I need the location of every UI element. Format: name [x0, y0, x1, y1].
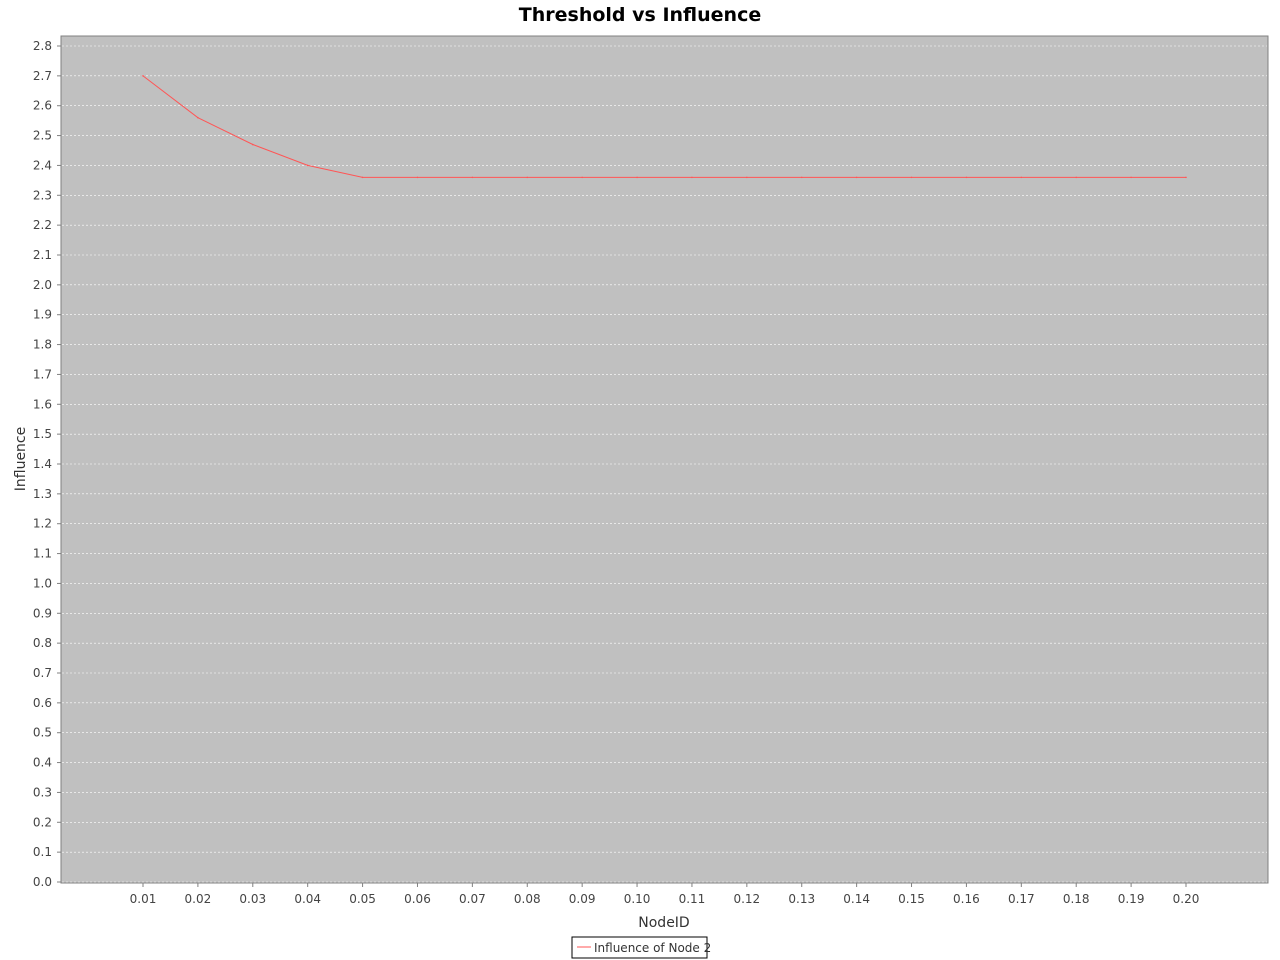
data-point [691, 176, 693, 179]
y-axis-label: Influence [13, 427, 29, 492]
data-point [197, 116, 199, 119]
data-point [1130, 176, 1132, 179]
data-point [1020, 176, 1023, 179]
chart-title: Threshold vs Influence [519, 4, 761, 26]
x-tick-label: 0.09 [569, 892, 596, 906]
plot-area [60, 35, 1269, 884]
x-tick-label: 0.04 [294, 892, 321, 906]
x-tick-label: 0.02 [185, 892, 212, 906]
y-tick-label: 2.2 [33, 218, 52, 232]
y-tick-label: 0.0 [33, 875, 52, 889]
series-line [142, 75, 1186, 178]
y-tick-label: 1.8 [33, 338, 52, 352]
data-point [855, 176, 858, 179]
y-tick-label: 0.3 [33, 785, 52, 799]
data-point [142, 75, 144, 77]
x-tick-label: 0.08 [514, 892, 541, 906]
y-tick-label: 1.0 [33, 576, 52, 590]
data-point [306, 164, 309, 167]
y-tick-label: 1.5 [33, 427, 52, 441]
x-tick-label: 0.10 [624, 892, 651, 906]
data-point [526, 176, 529, 179]
x-tick-label: 0.11 [679, 892, 706, 906]
x-tick-label: 0.13 [788, 892, 815, 906]
data-point [636, 176, 638, 179]
y-tick-label: 1.4 [33, 457, 52, 471]
y-tick-label: 0.2 [33, 815, 52, 829]
data-point [1075, 176, 1078, 179]
y-tick-label: 2.0 [33, 278, 52, 292]
x-tick-label: 0.16 [953, 892, 980, 906]
y-tick-label: 0.4 [33, 756, 52, 770]
y-tick-label: 0.1 [33, 845, 52, 859]
data-point [965, 176, 968, 179]
legend: Influence of Node 2 [571, 936, 711, 959]
x-tick-label: 0.06 [404, 892, 431, 906]
x-tick-label: 0.15 [898, 892, 925, 906]
x-axis: 0.01 0.02 0.03 0.04 0.05 0.06 0.07 0.08 0.09 0.10… [130, 883, 1200, 906]
y-tick-label: 1.6 [33, 397, 52, 411]
data-point [471, 176, 474, 179]
data-point [581, 176, 583, 179]
data-point [416, 176, 419, 179]
data-point [361, 176, 364, 179]
data-point [251, 143, 254, 146]
x-axis-label: NodeID [638, 915, 689, 931]
data-point [910, 176, 913, 179]
y-tick-label: 1.1 [33, 547, 52, 561]
y-tick-label: 2.7 [33, 69, 52, 83]
x-tick-label: 0.01 [130, 892, 157, 906]
y-tick-label: 0.5 [33, 726, 52, 740]
y-tick-label: 0.9 [33, 606, 52, 620]
y-tick-label: 1.7 [33, 367, 52, 381]
y-tick-label: 0.7 [33, 666, 52, 680]
y-tick-label: 0.8 [33, 636, 52, 650]
series-layer [142, 75, 1187, 179]
x-tick-label: 0.18 [1063, 892, 1090, 906]
gridlines [62, 45, 1267, 883]
x-tick-label: 0.14 [843, 892, 870, 906]
y-tick-label: 2.4 [33, 158, 52, 172]
data-point [1185, 176, 1187, 179]
legend-label: Influence of Node 2 [594, 941, 711, 955]
x-tick-label: 0.20 [1173, 892, 1200, 906]
data-point [800, 176, 803, 179]
x-tick-label: 0.07 [459, 892, 486, 906]
x-tick-label: 0.19 [1118, 892, 1145, 906]
x-tick-label: 0.12 [733, 892, 760, 906]
data-point [746, 176, 748, 179]
y-axis: 0.0 0.1 0.2 0.3 0.4 0.5 0.6 0.7 0.8 0.9 1.0 1.1 1.2 1… [33, 39, 61, 889]
y-tick-label: 1.3 [33, 487, 52, 501]
y-tick-label: 1.2 [33, 517, 52, 531]
x-tick-label: 0.03 [239, 892, 266, 906]
legend-box [571, 936, 708, 959]
y-tick-label: 2.5 [33, 129, 52, 143]
y-tick-label: 2.6 [33, 99, 52, 113]
y-tick-label: 0.6 [33, 696, 52, 710]
x-tick-label: 0.05 [349, 892, 376, 906]
y-tick-label: 2.3 [33, 188, 52, 202]
x-tick-label: 0.17 [1008, 892, 1035, 906]
y-tick-label: 2.8 [33, 39, 52, 53]
y-tick-label: 1.9 [33, 308, 52, 322]
y-tick-label: 2.1 [33, 248, 52, 262]
